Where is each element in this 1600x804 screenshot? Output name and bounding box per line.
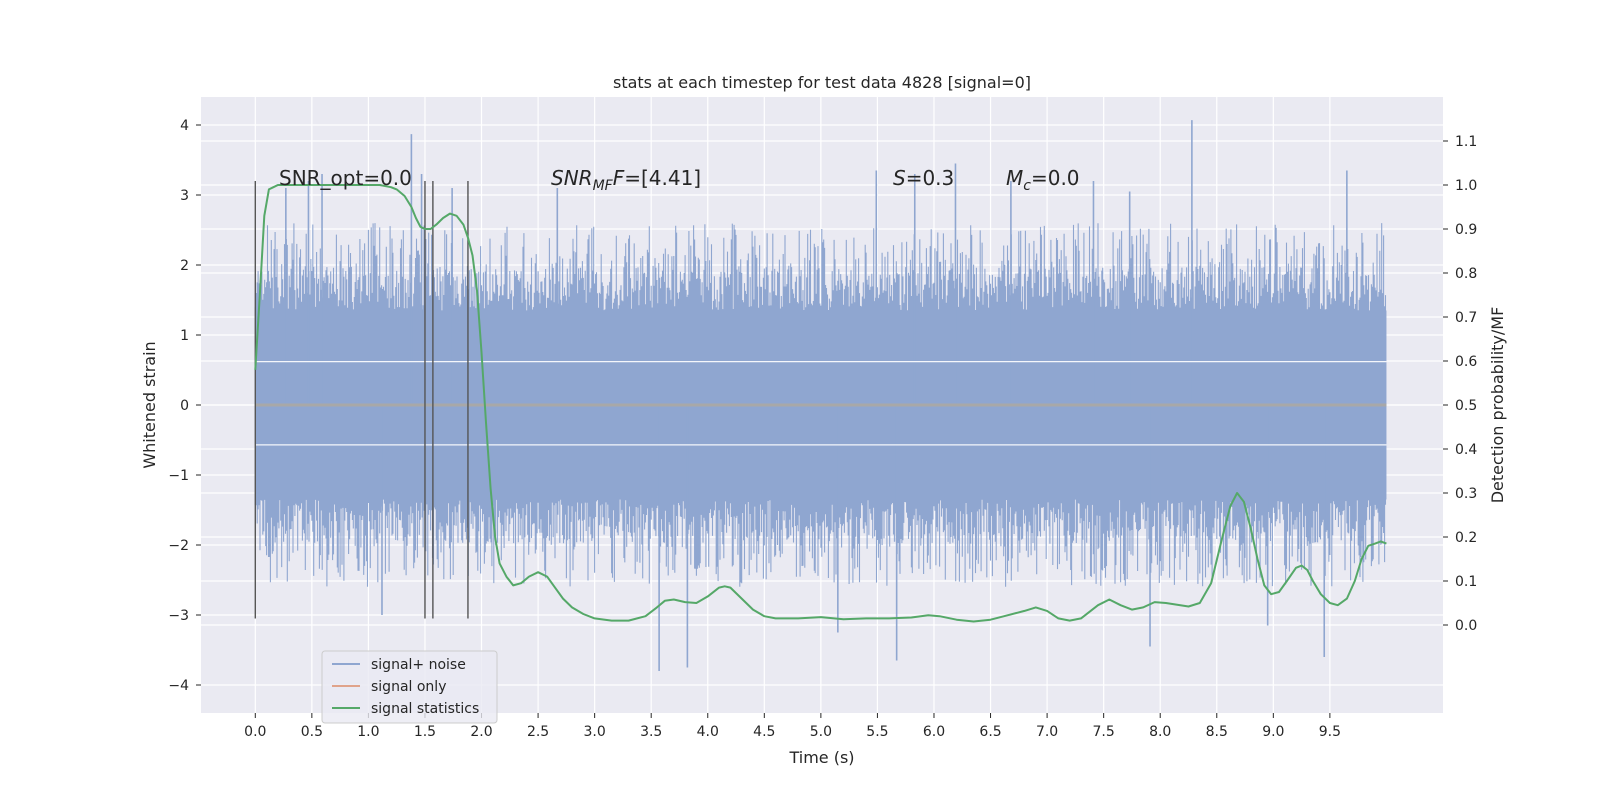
x-tick-label: 8.0 (1149, 724, 1171, 740)
y2-axis-label: Detection probability/MF (1488, 307, 1507, 504)
y2-tick-label: 0.8 (1455, 266, 1477, 282)
annotation-snr-mf-main: SNR (551, 166, 593, 190)
y-tick-label: 4 (180, 118, 189, 134)
y2-tick-label: 0.7 (1455, 310, 1477, 326)
y2-tick-label: 1.1 (1455, 134, 1477, 150)
y-tick-label: 2 (180, 258, 189, 274)
x-tick-label: 5.5 (866, 724, 888, 740)
x-tick-label: 9.5 (1319, 724, 1341, 740)
y2-tick-label: 1.0 (1455, 178, 1477, 194)
tick-labels: 0.0 0.5 1.0 1.5 2.0 2.5 3.0 3.5 4.0 4.5 5.0 5.5 6.0 6… (168, 118, 1477, 740)
annotation-mc-value: =0.0 (1031, 166, 1080, 190)
x-tick-label: 3.0 (584, 724, 606, 740)
annotation-mc-main: M (1006, 166, 1023, 190)
legend-label-signal-statistics: signal statistics (371, 701, 479, 717)
signal-statistics-series (254, 184, 1387, 623)
legend-label-signal-only: signal only (371, 679, 446, 695)
y-axis-label: Whitened strain (140, 341, 159, 468)
x-tick-label: 2.5 (527, 724, 549, 740)
x-tick-label: 2.0 (470, 724, 492, 740)
x-tick-label: 6.0 (923, 724, 945, 740)
x-tick-label: 7.0 (1036, 724, 1058, 740)
y-tick-label: 1 (180, 328, 189, 344)
x-tick-label: 0.0 (244, 724, 266, 740)
y-tick-label: −2 (168, 538, 189, 554)
legend-label-noise: signal+ noise (371, 657, 466, 673)
y2-tick-label: 0.5 (1455, 398, 1477, 414)
x-tick-label: 1.0 (357, 724, 379, 740)
y-tick-label: −3 (168, 608, 189, 624)
legend-box (321, 650, 498, 724)
x-tick-label: 4.5 (753, 724, 775, 740)
x-axis-label: Time (s) (788, 748, 854, 767)
x-tick-label: 5.0 (810, 724, 832, 740)
y-tick-label: 3 (180, 188, 189, 204)
x-tick-label: 4.0 (697, 724, 719, 740)
x-tick-label: 0.5 (301, 724, 323, 740)
x-tick-label: 6.5 (979, 724, 1001, 740)
y-tick-label: 0 (180, 398, 189, 414)
annotation-snr-opt: SNR_opt=0.0 (279, 166, 412, 190)
chart-title: stats at each timestep for test data 482… (613, 73, 1031, 92)
y2-tick-label: 0.0 (1455, 618, 1477, 634)
vertical-markers (254, 181, 469, 619)
x-tick-label: 1.5 (414, 724, 436, 740)
annotation-s: S=0.3 (893, 166, 954, 190)
annotation-mc-sub: c (1023, 178, 1031, 194)
x-tick-label: 8.5 (1206, 724, 1228, 740)
annotation-snr-mf-value: =[4.41] (624, 166, 701, 190)
signal-statistics-line (254, 184, 1387, 623)
y2-tick-label: 0.9 (1455, 222, 1477, 238)
annotation-s-main: S (893, 166, 906, 190)
legend: signal+ noise signal only signal statist… (321, 650, 498, 724)
annotation-mc: Mc=0.0 (1006, 166, 1080, 194)
x-tick-label: 7.5 (1093, 724, 1115, 740)
annotation-snr-mf: SNRMFF=[4.41] (551, 166, 701, 194)
x-tick-label: 3.5 (640, 724, 662, 740)
y-tick-label: −1 (168, 468, 189, 484)
annotation-snr-mf-sub: MF (593, 178, 614, 194)
y2-tick-label: 0.2 (1455, 530, 1477, 546)
y2-tick-label: 0.6 (1455, 354, 1477, 370)
annotation-s-value: =0.3 (906, 166, 955, 190)
y2-tick-label: 0.1 (1455, 574, 1477, 590)
y-tick-label: −4 (168, 678, 189, 694)
annotation-snr-mf-f: F (613, 166, 625, 190)
y2-tick-label: 0.3 (1455, 486, 1477, 502)
y2-tick-label: 0.4 (1455, 442, 1477, 458)
x-tick-label: 9.0 (1262, 724, 1284, 740)
